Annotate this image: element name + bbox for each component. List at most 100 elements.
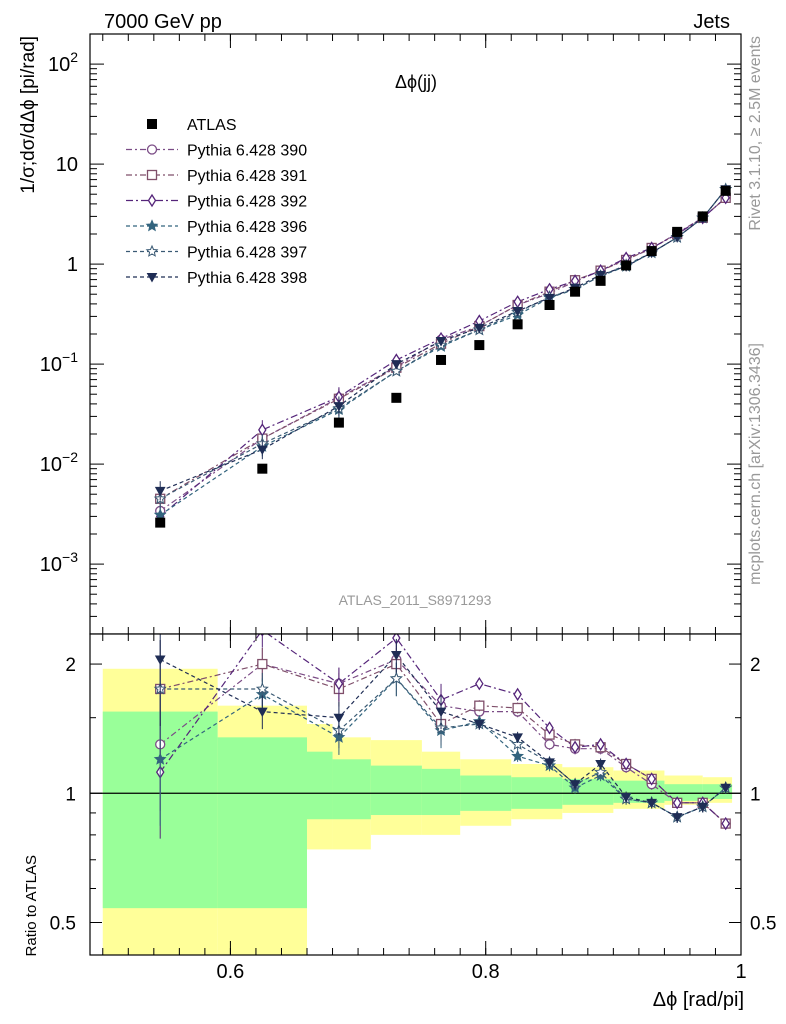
main-panel-background — [90, 34, 741, 634]
atlas-data-point — [570, 286, 581, 297]
uncertainty-band-inner — [217, 737, 307, 909]
main-content — [153, 182, 733, 528]
ratio-point — [544, 739, 555, 750]
legend-label: Pythia 6.428 398 — [187, 270, 307, 287]
ratio-point — [646, 798, 658, 809]
y-tick-label: 102 — [48, 49, 78, 76]
legend-marker — [146, 144, 158, 155]
ratio-point — [512, 702, 523, 714]
legend-marker — [147, 193, 157, 208]
x-axis-label: Δϕ [rad/pi] — [653, 989, 744, 1011]
legend-label: Pythia 6.428 390 — [187, 143, 307, 160]
ratio-point — [153, 752, 167, 765]
series-point — [390, 360, 402, 370]
series-point — [154, 486, 166, 497]
ratio-tick-label: 1 — [65, 784, 76, 805]
series-line-1 — [159, 197, 727, 500]
y-axis-label: 1/σ;dσ/dΔϕ [pi/rad] — [18, 36, 39, 194]
header-left: 7000 GeV pp — [104, 11, 222, 33]
ratio-tick-label: 2 — [65, 655, 76, 676]
ratio-tick-label: 1 — [750, 784, 761, 805]
series-point — [256, 445, 268, 456]
ratio-point — [697, 802, 709, 813]
ratio-line-1 — [160, 663, 727, 825]
ratio-point — [647, 772, 656, 786]
ratio-point — [511, 749, 525, 762]
series-point — [473, 323, 485, 334]
series-point — [544, 293, 555, 304]
main-panel: 10−3 10−2 10−1 1 10 102 — [40, 33, 742, 635]
ratio-point — [672, 796, 682, 810]
uncertainty-band-inner — [307, 751, 333, 820]
x-tick-label: 0.8 — [472, 961, 500, 983]
y-tick-label: 10−1 — [40, 349, 78, 376]
ratio-point — [255, 682, 269, 695]
atlas-data-point — [621, 260, 632, 271]
y-tick-label: 10 — [56, 154, 78, 176]
series-point — [595, 270, 606, 281]
legend-label: Pythia 6.428 397 — [187, 245, 307, 262]
header-right: Jets — [693, 11, 730, 33]
atlas-data-point — [512, 319, 523, 330]
atlas-data-point — [544, 299, 555, 310]
legend-marker — [146, 273, 158, 283]
ratio-point — [544, 758, 555, 768]
atlas-data-point — [391, 392, 402, 403]
legend-marker-atlas — [147, 119, 157, 129]
uncertainty-band-inner — [421, 768, 461, 816]
atlas-data-point — [595, 275, 606, 286]
atlas-data-point — [672, 226, 683, 237]
chart-title: Δϕ(jj) — [395, 72, 437, 92]
x-tick-label: 0.6 — [217, 961, 245, 983]
atlas-data-point — [257, 463, 268, 474]
ratio-point — [570, 740, 580, 754]
ratio-point — [620, 793, 632, 803]
legend-marker — [145, 219, 159, 232]
ratio-tick-label: 0.5 — [750, 913, 776, 934]
legend-label-atlas: ATLAS — [187, 117, 237, 134]
ratio-point — [621, 757, 631, 771]
ratio-point — [389, 671, 403, 685]
legend-label: Pythia 6.428 391 — [187, 168, 307, 185]
atlas-data-point — [646, 246, 657, 257]
ratio-point — [154, 655, 166, 665]
x-tick-label: 1 — [735, 961, 746, 983]
atlas-data-point — [697, 211, 708, 222]
side-label-mcplots: mcplots.cern.ch [arXiv:1306.3436] — [747, 343, 764, 585]
atlas-data-point — [720, 185, 731, 196]
ratio-point — [720, 783, 732, 794]
series-point — [153, 508, 167, 521]
legend-marker — [145, 244, 159, 257]
ratio-point — [512, 733, 523, 743]
ratio-point — [474, 700, 485, 711]
series-point — [389, 364, 403, 377]
ratio-y-axis-label: Ratio to ATLAS — [23, 855, 40, 956]
ratio-frame — [89, 633, 742, 956]
ratio-point — [671, 813, 683, 823]
y-tick-label: 10−2 — [40, 449, 78, 476]
legend-label: Pythia 6.428 392 — [187, 194, 307, 211]
ratio-tick-label: 2 — [750, 655, 761, 676]
legend: ATLAS Pythia 6.428 390 Pythia 6.428 391 Pyt… — [126, 117, 307, 287]
series-point — [512, 306, 523, 317]
ratio-tick-label: 0.5 — [50, 913, 76, 934]
ratio-point — [334, 676, 344, 691]
ratio-point — [390, 650, 402, 661]
uncertainty-band-inner — [332, 759, 371, 820]
ratio-point — [721, 816, 730, 831]
ratio-point — [596, 737, 605, 752]
legend-marker — [146, 169, 158, 181]
ratio-point — [595, 760, 606, 770]
atlas-data-point — [474, 340, 485, 351]
ratio-point — [545, 721, 554, 735]
atlas-data-point — [436, 354, 447, 365]
ratio-point — [256, 707, 268, 718]
y-tick-label: 1 — [67, 254, 78, 276]
analysis-watermark: ATLAS_2011_S8971293 — [339, 592, 492, 608]
y-tick-label: 10−3 — [40, 549, 78, 576]
ratio-point — [513, 687, 522, 702]
atlas-data-point — [333, 417, 344, 428]
series-line-0 — [159, 197, 727, 512]
series-point — [333, 402, 345, 412]
